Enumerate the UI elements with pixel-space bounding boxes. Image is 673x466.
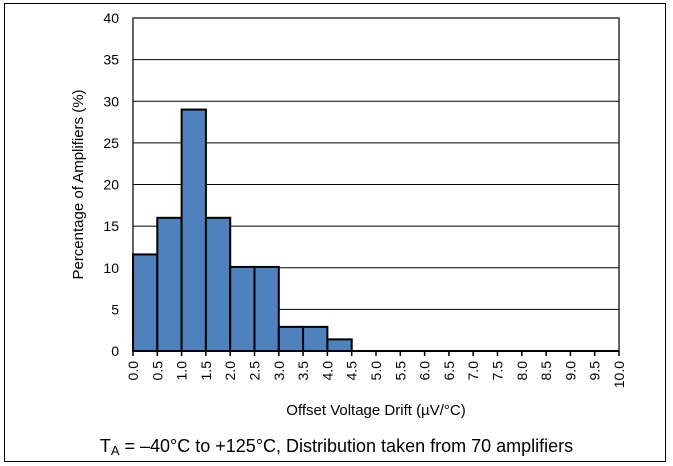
x-tick-label: 5.0	[368, 361, 384, 381]
x-tick-label: 4.0	[319, 361, 335, 381]
x-tick-label: 2.5	[247, 361, 263, 381]
x-tick-label: 10.0	[611, 361, 627, 388]
caption-subscript: A	[110, 443, 120, 458]
chart-caption: TA = –40°C to +125°C, Distribution taken…	[0, 436, 673, 458]
y-axis-label: Percentage of Amplifiers (%)	[70, 89, 87, 279]
x-tick-label: 5.5	[392, 361, 408, 381]
x-tick-label: 7.0	[465, 361, 481, 381]
x-tick-label: 1.5	[198, 361, 214, 381]
x-tick-label: 8.5	[538, 361, 554, 381]
y-tick-label: 5	[111, 301, 119, 317]
y-tick-label: 20	[103, 177, 119, 193]
y-tick-label: 30	[103, 93, 119, 109]
x-tick-label: 6.0	[417, 361, 433, 381]
x-tick-label: 6.5	[441, 361, 457, 381]
x-tick-label: 4.5	[344, 361, 360, 381]
x-tick-label: 0.5	[149, 361, 165, 381]
x-tick-label: 0.0	[125, 361, 141, 381]
histogram-bar	[229, 265, 256, 353]
histogram-bar	[326, 338, 353, 353]
x-tick-label: 2.0	[222, 361, 238, 381]
histogram-bar	[132, 253, 159, 352]
bars	[132, 108, 353, 353]
x-tick-label: 9.5	[587, 361, 603, 381]
x-tick-label: 3.5	[295, 361, 311, 381]
axes	[132, 17, 620, 356]
histogram-bar	[302, 325, 329, 353]
y-tick-label: 0	[111, 343, 119, 359]
histogram-bar	[156, 216, 183, 352]
y-tick-label: 40	[103, 10, 119, 26]
y-tick-label: 25	[103, 135, 119, 151]
chart-frame	[4, 3, 666, 462]
y-tick-label: 10	[103, 260, 119, 276]
histogram-bar	[277, 325, 305, 353]
x-axis-label: Offset Voltage Drift (µV/°C)	[286, 402, 465, 419]
caption-prefix: T	[99, 436, 111, 456]
histogram-bar	[180, 108, 207, 352]
x-tick-label: 7.5	[490, 361, 506, 381]
x-tick-label: 1.0	[174, 361, 190, 381]
histogram-bar	[253, 265, 280, 353]
y-tick-labels: 0 5 10 15 20 25 30 35 40	[103, 10, 119, 359]
x-tick-labels: 0.0 0.5 1.0 1.5 2.0 2.5 3.0 3.5 4.0 4.5 5.0 5.5 6.0 6…	[125, 361, 627, 388]
x-tick-label: 9.0	[562, 361, 578, 381]
x-tick-label: 3.0	[271, 361, 287, 381]
histogram-bar	[204, 216, 232, 352]
y-tick-label: 35	[103, 52, 119, 68]
y-tick-label: 15	[103, 218, 119, 234]
caption-text: = –40°C to +125°C, Distribution taken fr…	[119, 436, 574, 456]
x-tick-label: 8.0	[514, 361, 530, 381]
